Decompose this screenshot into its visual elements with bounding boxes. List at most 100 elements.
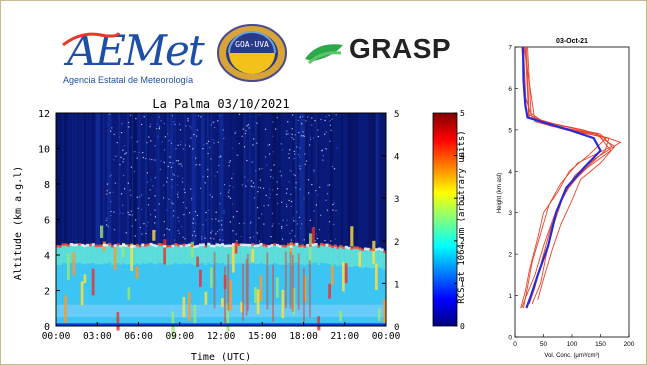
noise-speck [141, 123, 143, 126]
noise-speck [210, 124, 212, 126]
noise-speck [182, 201, 185, 204]
layer-top-edge [245, 243, 249, 247]
layer-upper [102, 245, 106, 264]
noise-speck [214, 175, 216, 177]
layer-lower [229, 304, 233, 318]
noise-speck [134, 151, 136, 153]
layer-column [141, 245, 145, 326]
noise-speck [130, 166, 133, 168]
noise-speck [190, 199, 193, 201]
noise-speck [299, 147, 301, 149]
layer-lower [138, 304, 142, 318]
noise-speck [299, 165, 301, 167]
layer-hotspot [130, 243, 134, 271]
layer-lower [127, 304, 131, 318]
heatmap-streak [210, 113, 213, 245]
layer-lower [251, 304, 255, 318]
noise-speck [160, 120, 162, 122]
noise-speck [171, 186, 173, 188]
layer-column [262, 246, 266, 326]
layer-upper [320, 245, 324, 263]
layer-top-edge [248, 243, 252, 247]
noise-speck [171, 178, 173, 181]
layer-top-edge [75, 243, 79, 247]
x-tick-label: 15:00 [248, 331, 277, 342]
noise-speck [231, 203, 233, 205]
heatmap-streak [279, 113, 281, 245]
layer-lower [166, 304, 170, 318]
noise-speck [188, 212, 191, 214]
noise-speck [307, 192, 310, 194]
noise-speck [244, 184, 246, 186]
noise-speck [113, 159, 115, 161]
noise-speck [181, 177, 184, 179]
noise-speck [219, 239, 221, 241]
layer-hotspot [375, 263, 379, 291]
noise-speck [309, 138, 312, 141]
noise-speck [145, 157, 147, 160]
noise-speck [131, 214, 133, 216]
layer-lower [333, 304, 337, 318]
layer-top-edge [97, 244, 101, 248]
noise-speck [288, 181, 290, 183]
noise-speck [286, 188, 288, 190]
profile-y-tick-label: 7 [508, 45, 512, 52]
noise-speck [324, 133, 326, 135]
layer-top-edge [333, 244, 337, 248]
layer-hotspot [199, 269, 203, 287]
layer-hotspot [254, 287, 258, 303]
right-y-tick-label: 2 [394, 238, 399, 248]
layer-top-edge [281, 244, 285, 248]
layer-top-edge [108, 242, 112, 246]
noise-speck [280, 143, 282, 145]
layer-column [144, 246, 148, 326]
noise-speck [293, 173, 295, 176]
noise-speck [213, 126, 216, 129]
noise-speck [174, 123, 176, 126]
noise-speck [244, 132, 247, 135]
layer-top-edge [342, 246, 346, 250]
heatmap-title: La Palma 03/10/2021 [152, 97, 289, 111]
layer-top-edge [210, 244, 214, 248]
noise-speck [276, 194, 278, 196]
heatmap-streak [97, 113, 101, 245]
plume-streak [224, 266, 226, 324]
heatmap-streak [274, 113, 277, 245]
noise-speck [200, 116, 202, 118]
noise-speck [252, 186, 254, 188]
layer-top-edge [331, 245, 335, 249]
noise-speck [177, 144, 179, 146]
noise-speck [263, 205, 265, 207]
layer-upper [377, 249, 381, 268]
noise-speck [240, 236, 243, 238]
layer-hotspot [259, 274, 263, 301]
layer-top-edge [152, 243, 156, 247]
layer-upper [295, 244, 299, 263]
noise-speck [164, 136, 166, 138]
heatmap-streak [294, 113, 298, 245]
heatmap-streak [301, 113, 304, 245]
noise-speck [228, 196, 230, 198]
layer-lower [100, 304, 104, 318]
layer-upper [350, 249, 354, 268]
heatmap-aerosol-layer [56, 225, 387, 339]
layer-hotspot [229, 280, 233, 311]
layer-lower [369, 304, 373, 318]
noise-speck [218, 203, 221, 205]
layer-top-edge [130, 245, 134, 248]
noise-speck [259, 179, 261, 181]
y-tick-label: 4 [44, 251, 50, 262]
noise-speck [335, 209, 337, 212]
noise-speck [235, 130, 237, 133]
layer-top-edge [229, 244, 233, 247]
layer-top-edge [149, 242, 153, 246]
layer-column [383, 252, 387, 326]
noise-speck [222, 129, 224, 131]
noise-speck [196, 214, 198, 217]
layer-top-edge [196, 244, 200, 248]
noise-speck [213, 238, 215, 240]
heatmap-streak [351, 113, 354, 245]
noise-speck [241, 135, 243, 137]
noise-speck [151, 158, 153, 161]
noise-speck [178, 232, 181, 235]
